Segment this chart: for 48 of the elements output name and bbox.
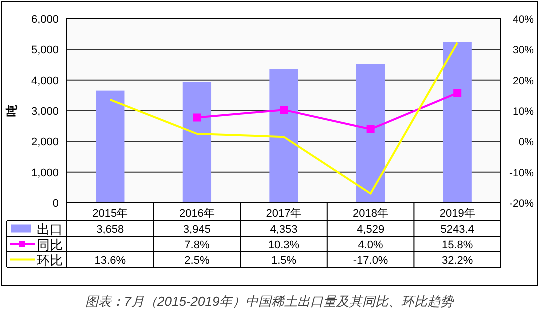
point <box>193 114 202 122</box>
y-tick-label: 4,000 <box>31 75 59 88</box>
bar <box>443 42 472 203</box>
point <box>366 125 375 134</box>
bar <box>182 82 212 203</box>
y2-tick-label: 20% <box>512 75 534 88</box>
bar <box>270 70 298 203</box>
legend-label: 同比 <box>37 237 63 252</box>
point <box>454 89 462 98</box>
x-tick-label: 2019年 <box>440 208 476 220</box>
data-label: 2.5% <box>184 254 210 267</box>
text: 图表：7月（2015-2019年）中国稀土出口量及其同比、环比趋势 <box>85 294 455 309</box>
y-tick-label: 0 <box>52 198 59 210</box>
y-tick-label: 6,000 <box>31 14 59 26</box>
y2-tick-label: -20% <box>509 198 534 210</box>
x-tick-label: 2018年 <box>353 208 389 220</box>
line-series <box>109 42 459 195</box>
data-label: -17.0% <box>353 254 388 267</box>
bar <box>96 90 125 203</box>
point <box>280 106 288 114</box>
y-tick-label: 5,000 <box>31 44 59 57</box>
x-tick-label: 2017年 <box>266 208 302 220</box>
y2-tick-label: 0% <box>518 136 534 149</box>
y2-tick-label: 10% <box>512 106 534 118</box>
data-label: 15.8% <box>442 239 474 252</box>
x-tick-label: 2016年 <box>179 208 215 220</box>
data-label: 3,945 <box>183 224 211 236</box>
data-label: 3,658 <box>96 224 124 236</box>
data-label: 1.5% <box>271 254 297 267</box>
x-tick-label: 2015年 <box>92 208 128 220</box>
data-label: 13.6% <box>94 254 126 267</box>
bar <box>356 64 386 203</box>
y-axis-title: 吨 <box>5 105 19 117</box>
y2-tick-label: 30% <box>512 44 534 57</box>
y-tick-label: 1,000 <box>31 167 59 180</box>
data-label: 5243.4 <box>440 224 474 236</box>
data-label: 4,529 <box>357 224 385 236</box>
data-label: 32.2% <box>442 254 474 267</box>
y2-tick-label: 40% <box>512 14 534 26</box>
y2-tick-label: -10% <box>509 167 534 180</box>
y-tick-label: 3,000 <box>31 106 59 118</box>
data-label: 10.3% <box>268 239 300 252</box>
data-label: 7.8% <box>184 239 210 252</box>
legend-label: 环比 <box>37 252 63 268</box>
y-tick-label: 2,000 <box>31 136 59 149</box>
legend-label: 出口 <box>37 222 63 237</box>
data-label: 4,353 <box>270 224 298 236</box>
data-label: 4.0% <box>358 239 384 252</box>
